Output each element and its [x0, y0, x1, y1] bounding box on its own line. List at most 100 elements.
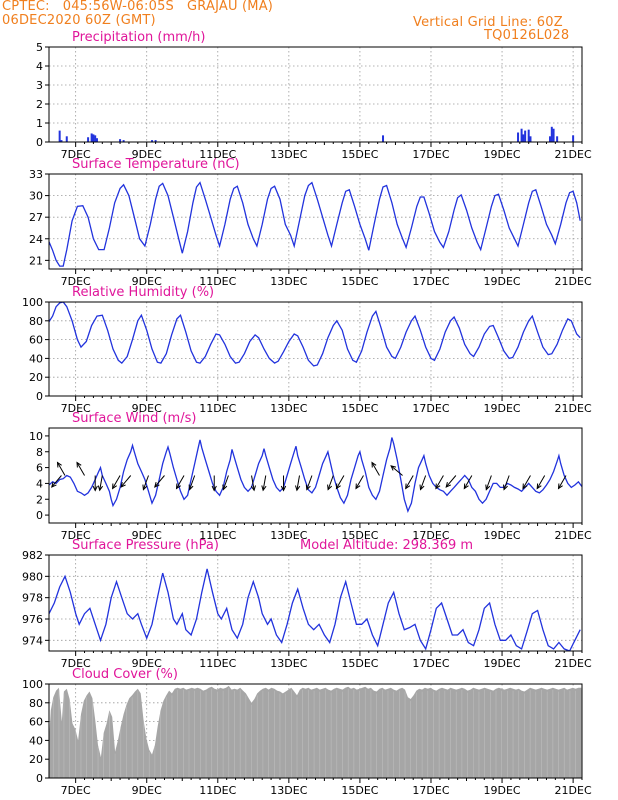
wind-arrow [99, 475, 103, 491]
panel-title: Cloud Cover (%) [72, 667, 178, 682]
precip-bar [122, 140, 125, 142]
wind-arrow [327, 475, 334, 490]
wind-arrow-head [305, 484, 311, 491]
y-tick-label: 0 [36, 136, 43, 149]
x-tick-label: 15DEC [341, 148, 378, 161]
wind-series-line [49, 437, 582, 513]
x-tick-label: 15DEC [341, 402, 378, 415]
x-tick-label: 11DEC [199, 529, 236, 542]
x-tick-label: 9DEC [132, 657, 162, 670]
x-tick-label: 15DEC [341, 657, 378, 670]
wind-arrow [176, 475, 185, 489]
model-altitude-label: Model Altitude: 298.369 m [300, 538, 473, 553]
x-tick-label: 17DEC [412, 784, 449, 797]
x-tick-label: 7DEC [61, 784, 91, 797]
x-tick-label: 9DEC [132, 402, 162, 415]
wind-arrow-head [390, 465, 397, 471]
y-tick-label: 100 [22, 296, 43, 309]
wind-arrow-head [435, 483, 441, 490]
y-tick-label: 80 [29, 697, 43, 710]
y-tick-label: 40 [29, 352, 43, 365]
y-tick-label: 60 [29, 334, 43, 347]
x-tick-label: 11DEC [199, 275, 236, 288]
x-tick-label: 13DEC [270, 529, 307, 542]
y-tick-label: 20 [29, 371, 43, 384]
x-tick-label: 15DEC [341, 275, 378, 288]
y-tick-label: 4 [36, 60, 43, 73]
wind-arrow-head [280, 485, 287, 492]
wind-arrow [435, 475, 444, 489]
wind-arrow-head [463, 483, 469, 490]
x-tick-label: 19DEC [483, 402, 520, 415]
y-tick-label: 33 [29, 168, 43, 181]
wind-arrow-head [250, 485, 256, 492]
wind-arrow [485, 475, 492, 490]
x-tick-label: 15DEC [341, 784, 378, 797]
wind-arrow [51, 475, 62, 488]
wind-arrow-head [405, 483, 411, 490]
pressure-series-line [49, 568, 581, 651]
x-tick-label: 7DEC [61, 275, 91, 288]
wind-arrow [120, 475, 132, 488]
x-tick-label: 19DEC [483, 657, 520, 670]
wind-arrow-head [51, 481, 57, 488]
x-tick-label: 9DEC [132, 275, 162, 288]
wind-arrow [355, 475, 364, 489]
y-tick-label: 10 [29, 430, 43, 443]
x-tick-label: 13DEC [270, 784, 307, 797]
wind-arrow [445, 475, 457, 488]
wind-arrow [57, 462, 66, 476]
wind-arrow-head [112, 483, 117, 490]
precip-bar [552, 128, 555, 142]
x-tick-label: 13DEC [270, 657, 307, 670]
wind-arrow-head [355, 483, 361, 490]
wind-arrow [154, 475, 165, 488]
y-tick-label: 100 [22, 678, 43, 691]
precip-bar [517, 132, 520, 142]
wind-arrow-head [97, 485, 104, 492]
pressure-panel: Surface Pressure (hPa) Model Altitude: 29… [22, 538, 592, 670]
y-tick-label: 2 [36, 98, 43, 111]
wind-arrow-head [92, 485, 98, 492]
y-tick-label: 24 [29, 233, 43, 246]
x-tick-label: 7DEC [61, 529, 91, 542]
y-tick-label: 8 [36, 446, 43, 459]
wind-arrow-head [419, 484, 425, 491]
x-tick-label: 17DEC [412, 657, 449, 670]
y-tick-label: 80 [29, 315, 43, 328]
wind-arrow-head [445, 481, 452, 488]
panel-title: Surface Temperature (nC) [72, 157, 240, 172]
x-tick-label: 7DEC [61, 657, 91, 670]
y-tick-label: 978 [22, 592, 43, 605]
y-tick-label: 2 [36, 493, 43, 506]
wind-arrow [142, 475, 149, 490]
wind-arrow-head [261, 485, 267, 492]
x-tick-label: 11DEC [199, 657, 236, 670]
precip-bar [151, 140, 154, 142]
wind-arrow-head [335, 483, 341, 490]
x-tick-label: 9DEC [132, 784, 162, 797]
rh-panel: Relative Humidity (%) 0 20 40 60 80 100 7DEC 9DE… [22, 285, 592, 415]
precip-bar [572, 135, 575, 142]
rh-series-line [49, 302, 581, 367]
y-tick-label: 0 [36, 390, 43, 403]
y-tick-label: 21 [29, 254, 43, 267]
precip-bar [556, 136, 559, 142]
precip-bar [529, 136, 532, 142]
wind-arrow [76, 462, 85, 476]
wind-arrow [222, 475, 229, 490]
precip-bar [549, 136, 552, 142]
x-tick-label: 21DEC [555, 402, 592, 415]
x-tick-label: 7DEC [61, 148, 91, 161]
x-tick-label: 19DEC [483, 529, 520, 542]
wind-arrow-head [154, 481, 160, 488]
precip-panel: Precipitation (mm/h) 0 1 2 3 4 5 7DEC 9DEC 11DEC 1… [36, 30, 592, 161]
y-tick-label: 974 [22, 634, 43, 647]
y-tick-label: 40 [29, 734, 43, 747]
y-tick-label: 27 [29, 211, 43, 224]
wind-arrow-head [76, 461, 82, 468]
panel-title: Surface Wind (m/s) [72, 411, 196, 426]
x-tick-label: 21DEC [555, 275, 592, 288]
wind-arrow [189, 475, 196, 490]
x-tick-label: 21DEC [555, 529, 592, 542]
